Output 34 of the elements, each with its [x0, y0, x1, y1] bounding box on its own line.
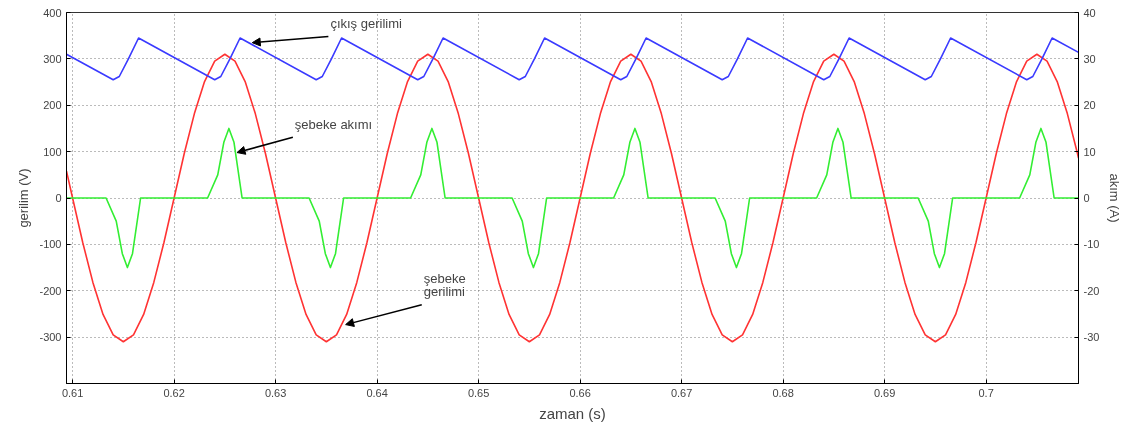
x-tick-label: 0.62 [163, 386, 185, 399]
annotation: çıkış gerilimi [330, 16, 402, 32]
annotation: şebeke gerilimi [423, 271, 466, 300]
annotation: şebeke akımı [294, 116, 373, 132]
x-axis-title: zaman (s) [539, 404, 606, 422]
y2-tick-label: 0 [1083, 192, 1090, 204]
x-tick-label: 0.64 [366, 386, 388, 399]
x-tick-label: 0.69 [873, 386, 896, 399]
y-axis-title: gerilim (V) [16, 168, 32, 228]
y-tick-label: 300 [43, 52, 62, 65]
y2-tick-label: -10 [1083, 238, 1100, 251]
y-tick-label: -100 [39, 238, 62, 251]
x-tick-label: 0.61 [61, 386, 84, 399]
y2-tick-label: 40 [1083, 6, 1096, 19]
x-tick-label: 0.68 [772, 386, 794, 399]
y2-tick-label: -20 [1083, 284, 1100, 297]
x-tick-label: 0.7 [978, 386, 994, 399]
line-series [66, 37, 1079, 81]
y2-tick-label: 30 [1083, 52, 1096, 65]
y-tick-label: -200 [39, 284, 62, 297]
y2-tick-label: 20 [1083, 99, 1096, 112]
y-tick-label: 200 [43, 99, 62, 112]
y-tick-label: 0 [55, 192, 62, 204]
y-tick-label: 400 [43, 6, 62, 19]
y-tick-label: -300 [39, 331, 62, 344]
x-tick-label: 0.66 [569, 386, 591, 399]
y2-axis-title: akım (A) [1107, 173, 1123, 223]
y2-tick-label: -30 [1083, 331, 1100, 344]
y2-tick-label: 10 [1083, 145, 1096, 158]
x-tick-label: 0.67 [670, 386, 693, 399]
y-tick-label: 100 [43, 145, 62, 158]
x-tick-label: 0.63 [264, 386, 287, 399]
x-tick-label: 0.65 [467, 386, 490, 399]
line-series [66, 53, 1079, 343]
